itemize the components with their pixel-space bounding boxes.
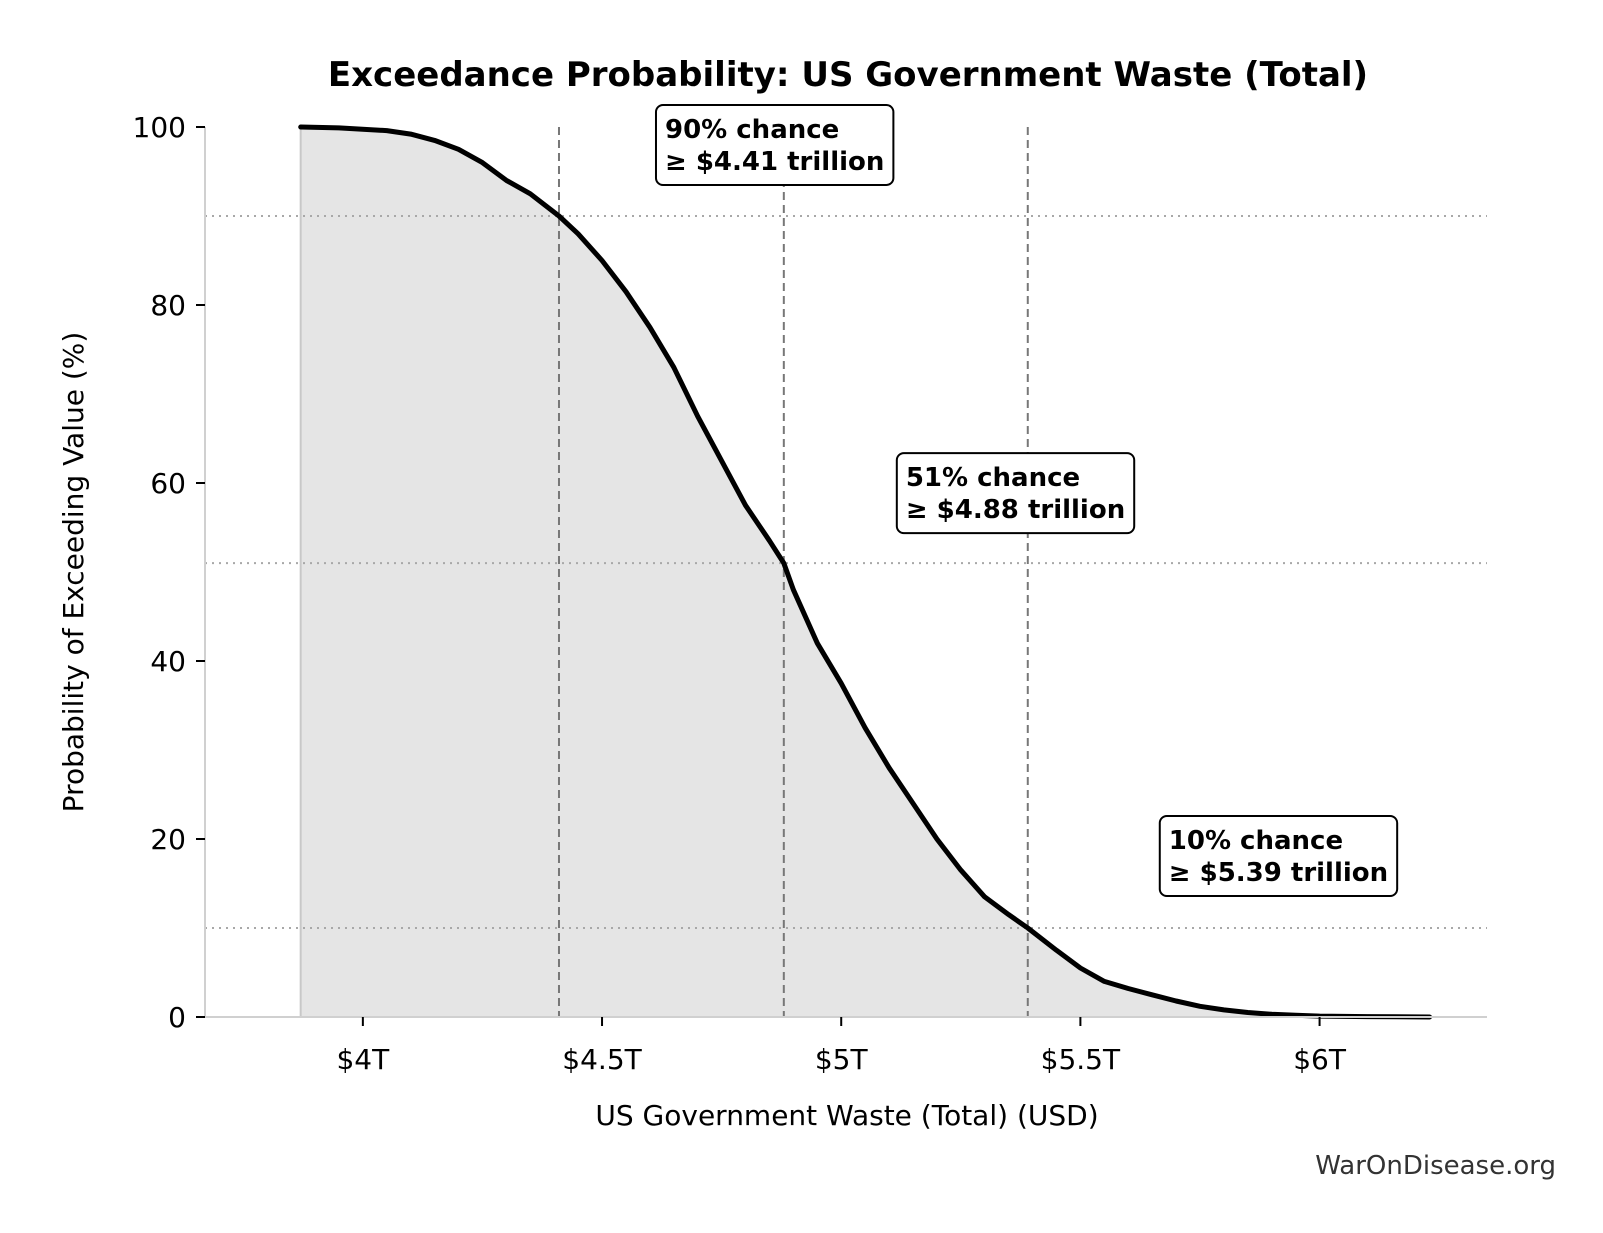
- x-axis-label: US Government Waste (Total) (USD): [595, 1099, 1098, 1132]
- annotation-line-probability: 10% chance: [1169, 826, 1343, 856]
- annotation-box-3: 10% chance≥ $5.39 trillion: [1158, 815, 1399, 897]
- x-tick-label: $4T: [336, 1043, 390, 1076]
- plot-area: 0 20 40 60 80 100 $4T $4.5T $5T $5.5T $6T 90% chanc…: [133, 104, 1487, 1076]
- annotation-box-2: 51% chance≥ $4.88 trillion: [895, 452, 1136, 535]
- annotation-line-probability: 51% chance: [906, 463, 1080, 493]
- y-tick-label: 20: [150, 823, 186, 856]
- x-tick-label: $5.5T: [1041, 1043, 1121, 1076]
- chart-title: Exceedance Probability: US Government Wa…: [328, 55, 1368, 95]
- annotation-line-value: ≥ $4.41 trillion: [665, 147, 884, 177]
- exceedance-area: [300, 127, 1430, 1017]
- annotation-frame: [654, 104, 895, 186]
- annotation-box-1: 90% chance≥ $4.41 trillion: [654, 104, 895, 186]
- annotation-line-value: ≥ $4.88 trillion: [906, 495, 1125, 525]
- y-tick-label: 100: [133, 111, 186, 144]
- y-tick-label: 0: [168, 1001, 186, 1034]
- exceedance-curve: [298, 124, 1433, 1020]
- annotation-frame: [1158, 815, 1399, 897]
- x-tick-label: $5T: [815, 1043, 869, 1076]
- annotation-frame: [895, 452, 1136, 535]
- y-tick-label: 60: [150, 467, 186, 500]
- watermark-text: WarOnDisease.org: [1315, 1151, 1556, 1181]
- y-tick-label: 80: [150, 289, 186, 322]
- y-axis-label: Probability of Exceeding Value (%): [57, 332, 90, 813]
- annotation-line-probability: 90% chance: [665, 115, 839, 145]
- y-tick-label: 40: [150, 645, 186, 678]
- annotation-line-value: ≥ $5.39 trillion: [1169, 858, 1388, 888]
- x-tick-label: $6T: [1293, 1043, 1347, 1076]
- x-tick-label: $4.5T: [562, 1043, 642, 1076]
